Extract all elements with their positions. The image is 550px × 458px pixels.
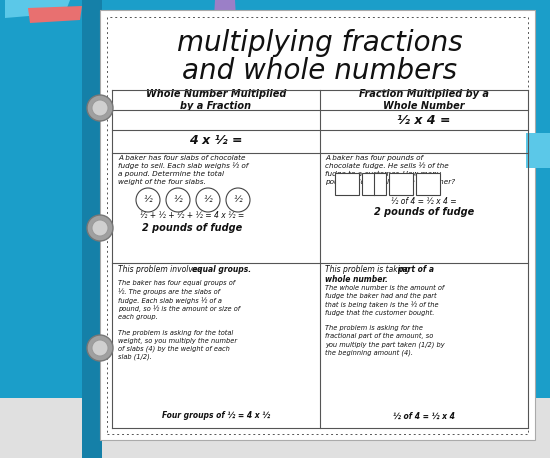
Text: 4 x ½ =: 4 x ½ = <box>189 135 243 147</box>
Circle shape <box>92 100 108 116</box>
Circle shape <box>196 188 220 212</box>
Circle shape <box>166 188 190 212</box>
Text: The baker has four equal groups of
½. The groups are the slabs of
fudge. Each sl: The baker has four equal groups of ½. Th… <box>118 280 240 360</box>
Polygon shape <box>28 6 82 23</box>
Polygon shape <box>5 0 70 18</box>
FancyBboxPatch shape <box>335 173 359 195</box>
Circle shape <box>87 215 113 241</box>
Text: This problem is taking: This problem is taking <box>325 265 412 274</box>
Text: part of a: part of a <box>397 265 434 274</box>
Text: ½: ½ <box>234 196 243 205</box>
Text: ½ x 4 =: ½ x 4 = <box>397 114 451 126</box>
Circle shape <box>226 188 250 212</box>
Text: ½: ½ <box>204 196 212 205</box>
Text: Whole Number Multiplied
by a Fraction: Whole Number Multiplied by a Fraction <box>146 89 286 111</box>
Polygon shape <box>212 0 238 53</box>
Text: ½ of 4 = ½ x 4: ½ of 4 = ½ x 4 <box>393 411 455 420</box>
FancyBboxPatch shape <box>0 398 550 458</box>
Text: ½ of 4 = ½ x 4 =: ½ of 4 = ½ x 4 = <box>391 196 457 206</box>
Text: equal groups.: equal groups. <box>192 265 251 274</box>
Text: ½ + ½ + ½ + ½ = 4 x ½ =: ½ + ½ + ½ + ½ = 4 x ½ = <box>140 212 244 220</box>
Circle shape <box>92 220 108 236</box>
Text: 2 pounds of fudge: 2 pounds of fudge <box>374 207 474 217</box>
Text: whole number.: whole number. <box>325 275 388 284</box>
Text: A baker has four slabs of chocolate
fudge to sell. Each slab weighs ½ of
a pound: A baker has four slabs of chocolate fudg… <box>118 155 248 185</box>
Circle shape <box>87 95 113 121</box>
Text: Four groups of ½ = 4 x ½: Four groups of ½ = 4 x ½ <box>162 411 270 420</box>
Text: A baker has four pounds of
chocolate fudge. He sells ½ of the
fudge to a custome: A baker has four pounds of chocolate fud… <box>325 155 455 185</box>
Text: Fraction Multiplied by a
Whole Number: Fraction Multiplied by a Whole Number <box>359 89 489 111</box>
Circle shape <box>87 335 113 361</box>
FancyBboxPatch shape <box>362 173 386 195</box>
Circle shape <box>92 340 108 356</box>
Text: ½: ½ <box>174 196 183 205</box>
Text: The whole number is the amount of
fudge the baker had and the part
that is being: The whole number is the amount of fudge … <box>325 285 444 356</box>
FancyBboxPatch shape <box>526 133 550 168</box>
Text: 2 pounds of fudge: 2 pounds of fudge <box>142 223 242 233</box>
Polygon shape <box>100 10 535 440</box>
FancyBboxPatch shape <box>416 173 440 195</box>
Text: This problem involves: This problem involves <box>118 265 204 274</box>
Text: and whole numbers: and whole numbers <box>183 57 458 85</box>
Text: multiplying fractions: multiplying fractions <box>177 29 463 57</box>
Text: ½: ½ <box>144 196 152 205</box>
FancyBboxPatch shape <box>389 173 413 195</box>
FancyBboxPatch shape <box>82 0 102 458</box>
Circle shape <box>136 188 160 212</box>
